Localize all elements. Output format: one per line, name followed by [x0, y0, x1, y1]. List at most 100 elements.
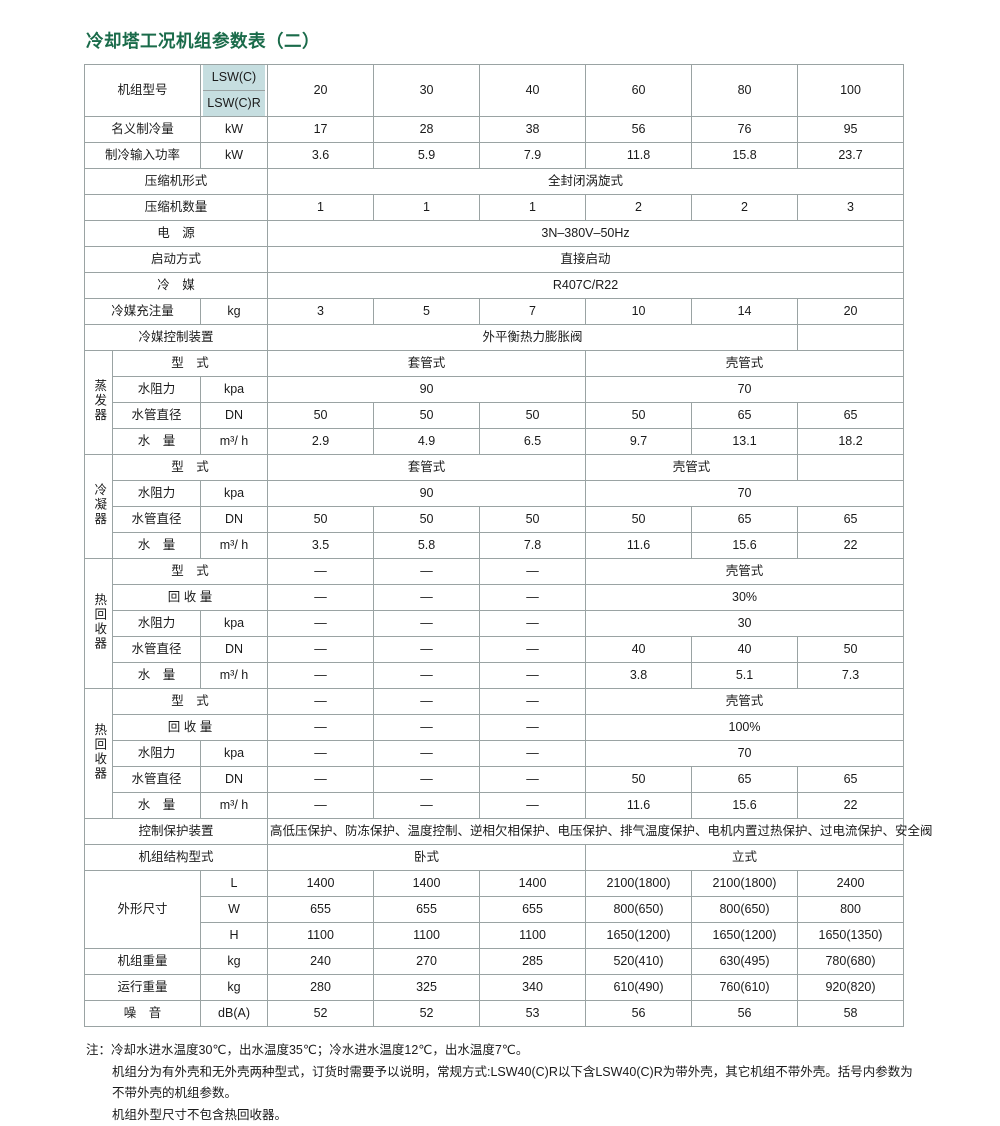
row-unit: kW [201, 117, 268, 143]
cell: 50 [586, 767, 692, 793]
cell-dash: — [480, 793, 586, 819]
cell: 15.6 [692, 793, 798, 819]
cell: 3N–380V–50Hz [268, 221, 904, 247]
row-label: 启动方式 [85, 247, 268, 273]
row-label: 运行重量 [85, 975, 201, 1001]
cell: R407C/R22 [268, 273, 904, 299]
cell: 285 [480, 949, 586, 975]
cell: 套管式 [268, 351, 586, 377]
cell-dash: — [374, 585, 480, 611]
model-col-6: 100 [798, 65, 904, 117]
table-row-evaporator-pipe-dn: 水管直径 DN 50 50 50 50 65 65 [85, 403, 904, 429]
cell: 3.6 [268, 143, 374, 169]
cell-dash: — [480, 585, 586, 611]
table-row-condenser-water-flow: 水 量 m³/ h 3.5 5.8 7.8 11.6 15.6 22 [85, 533, 904, 559]
table-row-hr30-water-flow: 水 量 m³/ h — — — 3.8 5.1 7.3 [85, 663, 904, 689]
series-cell: LSW(C) LSW(C)R [201, 65, 268, 117]
cell-dash: — [374, 559, 480, 585]
row-unit: H [201, 923, 268, 949]
cell: 40 [586, 637, 692, 663]
cell: 6.5 [480, 429, 586, 455]
cell-dash: — [480, 767, 586, 793]
cell: 3.5 [268, 533, 374, 559]
row-label: 型 式 [113, 455, 268, 481]
row-label: 型 式 [113, 351, 268, 377]
cell-dash: — [480, 559, 586, 585]
row-unit: DN [201, 767, 268, 793]
row-label: 冷 媒 [85, 273, 268, 299]
cell-dash: — [268, 585, 374, 611]
cell-dash: — [374, 793, 480, 819]
protection-text: 高低压保护、防冻保护、温度控制、逆相欠相保护、电压保护、排气温度保护、电机内置过… [268, 819, 904, 845]
cell: 18.2 [798, 429, 904, 455]
row-label: 电 源 [85, 221, 268, 247]
row-label: 水管直径 [113, 767, 201, 793]
row-label: 水阻力 [113, 611, 201, 637]
cell-dash: — [480, 637, 586, 663]
table-row-input-power: 制冷输入功率 kW 3.6 5.9 7.9 11.8 15.8 23.7 [85, 143, 904, 169]
cell: 76 [692, 117, 798, 143]
cell: 65 [692, 507, 798, 533]
cell: 760(610) [692, 975, 798, 1001]
table-row-hr30-recovery: 回 收 量 — — — 30% [85, 585, 904, 611]
cell: 13.1 [692, 429, 798, 455]
row-unit: kpa [201, 741, 268, 767]
table-row-refrigerant: 冷 媒 R407C/R22 [85, 273, 904, 299]
cell: 1650(1200) [586, 923, 692, 949]
cell: 2.9 [268, 429, 374, 455]
table-row-structure: 机组结构型式 卧式 立式 [85, 845, 904, 871]
cell: 30 [586, 611, 904, 637]
row-label: 水阻力 [113, 481, 201, 507]
row-label: 制冷输入功率 [85, 143, 201, 169]
row-label: 水 量 [113, 663, 201, 689]
cell: 3.8 [586, 663, 692, 689]
table-row-dimension-h: H 1100 1100 1100 1650(1200) 1650(1200) 1… [85, 923, 904, 949]
cell: 1 [268, 195, 374, 221]
model-col-1: 20 [268, 65, 374, 117]
row-unit: kg [201, 975, 268, 1001]
cell: 1100 [268, 923, 374, 949]
cell: 7 [480, 299, 586, 325]
row-unit: kg [201, 949, 268, 975]
table-row-dimension-l: 外形尺寸 L 1400 1400 1400 2100(1800) 2100(18… [85, 871, 904, 897]
cell-dash: — [268, 611, 374, 637]
cell: 50 [586, 507, 692, 533]
table-row-condenser-resistance: 水阻力 kpa 90 70 [85, 481, 904, 507]
row-label: 控制保护装置 [85, 819, 268, 845]
table-row-compressor-qty: 压缩机数量 1 1 1 2 2 3 [85, 195, 904, 221]
cell: 外平衡热力膨胀阀 [268, 325, 798, 351]
table-row-evaporator-type: 蒸发器 型 式 套管式 壳管式 [85, 351, 904, 377]
cell: 50 [586, 403, 692, 429]
table-row-condenser-pipe-dn: 水管直径 DN 50 50 50 50 65 65 [85, 507, 904, 533]
cell-dash: — [374, 663, 480, 689]
cell: 240 [268, 949, 374, 975]
table-row-hr100-resistance: 水阻力 kpa — — — 70 [85, 741, 904, 767]
model-col-4: 60 [586, 65, 692, 117]
table-row-unit-weight: 机组重量 kg 240 270 285 520(410) 630(495) 78… [85, 949, 904, 975]
cell-dash: — [268, 663, 374, 689]
cell: 655 [480, 897, 586, 923]
cell: 4.9 [374, 429, 480, 455]
cell: 920(820) [798, 975, 904, 1001]
cell: 壳管式 [586, 689, 904, 715]
cell: 1400 [374, 871, 480, 897]
page-title: 冷却塔工况机组参数表（二） [86, 28, 916, 53]
cell: 780(680) [798, 949, 904, 975]
cell: 2100(1800) [692, 871, 798, 897]
cell: 1650(1350) [798, 923, 904, 949]
cell: 5.9 [374, 143, 480, 169]
cell: 50 [480, 507, 586, 533]
cell-dash: — [480, 689, 586, 715]
cell: 520(410) [586, 949, 692, 975]
row-unit: DN [201, 637, 268, 663]
cell: 30% [586, 585, 904, 611]
row-unit: DN [201, 507, 268, 533]
cell: 15.8 [692, 143, 798, 169]
cell: 立式 [586, 845, 904, 871]
cell: 655 [374, 897, 480, 923]
table-row-operating-weight: 运行重量 kg 280 325 340 610(490) 760(610) 92… [85, 975, 904, 1001]
cell-dash: — [374, 689, 480, 715]
row-label: 机组重量 [85, 949, 201, 975]
cell-dash: — [374, 767, 480, 793]
